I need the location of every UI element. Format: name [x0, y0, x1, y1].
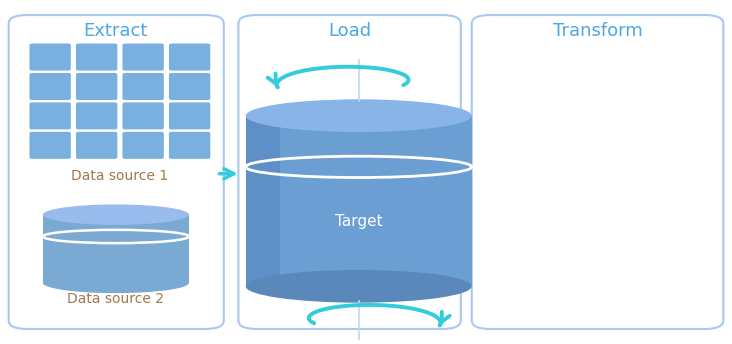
FancyBboxPatch shape	[76, 44, 117, 71]
FancyBboxPatch shape	[29, 132, 71, 159]
FancyBboxPatch shape	[239, 15, 461, 329]
Ellipse shape	[43, 204, 189, 225]
FancyBboxPatch shape	[76, 132, 117, 159]
FancyBboxPatch shape	[122, 44, 164, 71]
Bar	[43, 215, 189, 283]
Text: Data source 2: Data source 2	[67, 292, 165, 306]
FancyBboxPatch shape	[122, 73, 164, 100]
FancyBboxPatch shape	[9, 15, 224, 329]
FancyBboxPatch shape	[169, 132, 210, 159]
FancyBboxPatch shape	[169, 73, 210, 100]
FancyBboxPatch shape	[29, 73, 71, 100]
Bar	[246, 116, 471, 286]
Ellipse shape	[246, 99, 471, 132]
Text: Load: Load	[329, 22, 372, 40]
Ellipse shape	[246, 270, 471, 303]
Text: Extract: Extract	[83, 22, 148, 40]
Text: Data source 1: Data source 1	[71, 169, 168, 183]
FancyBboxPatch shape	[471, 15, 723, 329]
FancyBboxPatch shape	[122, 132, 164, 159]
FancyBboxPatch shape	[122, 103, 164, 129]
FancyBboxPatch shape	[169, 44, 210, 71]
FancyBboxPatch shape	[76, 103, 117, 129]
FancyBboxPatch shape	[76, 73, 117, 100]
FancyBboxPatch shape	[29, 44, 71, 71]
Bar	[246, 116, 280, 286]
Text: Transform: Transform	[553, 22, 643, 40]
FancyBboxPatch shape	[29, 103, 71, 129]
Ellipse shape	[43, 273, 189, 293]
FancyBboxPatch shape	[169, 103, 210, 129]
Text: Target: Target	[335, 214, 383, 229]
